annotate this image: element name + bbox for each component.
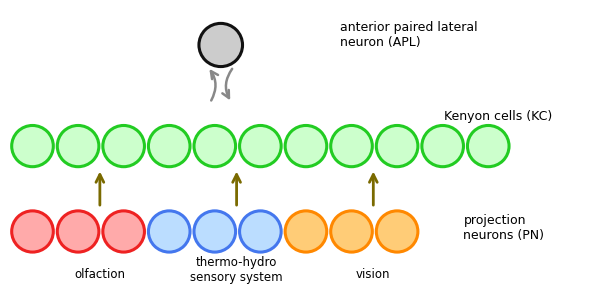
Ellipse shape xyxy=(422,126,463,167)
Ellipse shape xyxy=(239,126,281,167)
Ellipse shape xyxy=(199,23,242,67)
Ellipse shape xyxy=(331,126,373,167)
Ellipse shape xyxy=(103,211,145,252)
Ellipse shape xyxy=(194,211,236,252)
Ellipse shape xyxy=(467,126,509,167)
Text: thermo-hydro
sensory system: thermo-hydro sensory system xyxy=(190,256,283,284)
Ellipse shape xyxy=(239,211,281,252)
Ellipse shape xyxy=(194,126,236,167)
Ellipse shape xyxy=(376,211,418,252)
Text: Kenyon cells (KC): Kenyon cells (KC) xyxy=(443,110,552,123)
Text: vision: vision xyxy=(356,268,391,281)
Text: projection
neurons (PN): projection neurons (PN) xyxy=(463,213,544,241)
Ellipse shape xyxy=(103,126,145,167)
Ellipse shape xyxy=(57,211,99,252)
Text: olfaction: olfaction xyxy=(74,268,125,281)
Ellipse shape xyxy=(331,211,373,252)
Ellipse shape xyxy=(285,211,327,252)
Text: anterior paired lateral
neuron (APL): anterior paired lateral neuron (APL) xyxy=(340,21,477,49)
Ellipse shape xyxy=(11,126,53,167)
Ellipse shape xyxy=(285,126,327,167)
Ellipse shape xyxy=(148,211,190,252)
Ellipse shape xyxy=(376,126,418,167)
Ellipse shape xyxy=(148,126,190,167)
Ellipse shape xyxy=(57,126,99,167)
FancyArrowPatch shape xyxy=(223,69,232,98)
Ellipse shape xyxy=(11,211,53,252)
FancyArrowPatch shape xyxy=(211,71,218,101)
